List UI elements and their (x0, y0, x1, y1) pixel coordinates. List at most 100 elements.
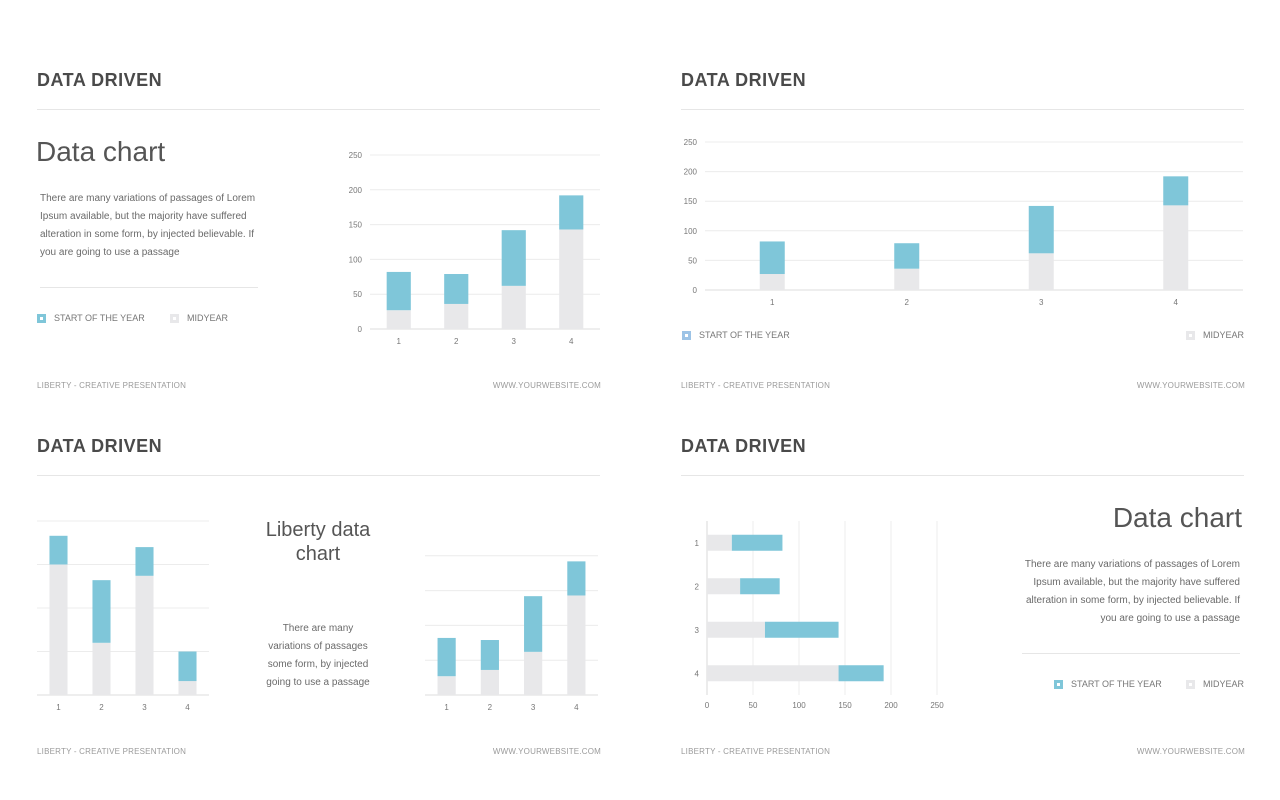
heading-divider (681, 475, 1244, 476)
bar-midyear (437, 676, 456, 695)
slide-1: DATA DRIVEN Data chart There are many va… (0, 0, 640, 390)
x-tick-label: 4 (1174, 298, 1179, 307)
bar-midyear (707, 534, 732, 551)
legend-swatch-mid (1186, 679, 1195, 689)
x-tick-label: 1 (397, 337, 402, 346)
x-tick-label: 3 (1039, 298, 1044, 307)
bar-start-of-year (444, 274, 469, 304)
legend-start-of-year: START OF THE YEAR (682, 330, 790, 340)
legend-start-of-year: START OF THE YEAR (1054, 679, 1162, 689)
legend-swatch-mid (1186, 330, 1195, 340)
legend-divider (40, 287, 258, 288)
slide-heading: DATA DRIVEN (37, 436, 163, 456)
y-tick-label: 250 (349, 151, 363, 160)
bar-midyear (567, 595, 586, 695)
legend-label: MIDYEAR (1203, 330, 1245, 340)
bar-start-of-year (764, 621, 839, 638)
y-tick-label: 50 (688, 256, 697, 265)
legend-swatch-start (682, 330, 691, 340)
legend-start-of-year: START OF THE YEAR (37, 313, 145, 323)
legend-label: START OF THE YEAR (54, 313, 145, 323)
x-tick-label: 1 (444, 703, 449, 712)
footer-website: WWW.YOURWEBSITE.COM (1136, 747, 1245, 756)
y-tick-label: 4 (695, 669, 700, 678)
x-tick-label: 4 (569, 337, 574, 346)
bar-midyear (444, 303, 469, 329)
legend-label: MIDYEAR (1203, 679, 1245, 689)
bar-start-of-year (386, 271, 411, 311)
x-tick-label: 1 (56, 703, 61, 712)
y-tick-label: 200 (684, 168, 698, 177)
bar-start-of-year (437, 637, 456, 677)
bar-midyear (707, 665, 839, 682)
y-tick-label: 150 (684, 197, 698, 206)
slide-4: DATA DRIVEN 0 50 100 150 200 250 1 2 3 4 Data cha… (640, 366, 1280, 756)
y-tick-label: 0 (693, 286, 698, 295)
bar-start-of-year (759, 241, 785, 275)
footer-brand: LIBERTY - CREATIVE PRESENTATION (681, 747, 831, 756)
x-tick-label: 4 (574, 703, 579, 712)
x-tick-label: 4 (185, 703, 190, 712)
legend-label: MIDYEAR (187, 313, 229, 323)
bar-midyear (386, 310, 411, 329)
chart-title: Data chart (36, 136, 166, 167)
bar-start-of-year (135, 547, 154, 576)
footer-website: WWW.YOURWEBSITE.COM (492, 747, 601, 756)
y-tick-label: 100 (349, 255, 363, 264)
x-tick-label: 50 (749, 701, 758, 710)
bar-midyear (1028, 253, 1054, 290)
bar-midyear (707, 578, 741, 595)
bar-midyear (501, 285, 526, 329)
x-tick-label: 2 (488, 703, 493, 712)
x-tick-label: 2 (905, 298, 910, 307)
bar-start-of-year (1163, 176, 1189, 206)
hbar-chart-5: 0 50 100 150 200 250 1 2 3 4 (695, 521, 944, 710)
bar-start-of-year (1028, 205, 1054, 254)
bar-chart-3: 1 2 3 4 (37, 520, 209, 712)
y-tick-label: 50 (353, 290, 362, 299)
y-tick-label: 1 (695, 539, 700, 548)
bar-chart-1: 0 50 100 150 200 250 1 2 3 4 (349, 151, 600, 346)
bar-midyear (707, 621, 765, 638)
footer-website: WWW.YOURWEBSITE.COM (492, 381, 601, 390)
slide-heading: DATA DRIVEN (37, 70, 163, 90)
legend-label: START OF THE YEAR (699, 330, 790, 340)
bar-start-of-year (559, 195, 584, 230)
x-tick-label: 100 (792, 701, 806, 710)
y-tick-label: 250 (684, 138, 698, 147)
legend-midyear: MIDYEAR (170, 313, 228, 323)
bar-start-of-year (501, 230, 526, 286)
bar-midyear (894, 268, 920, 290)
x-tick-label: 3 (531, 703, 536, 712)
slide-heading: DATA DRIVEN (681, 70, 807, 90)
bar-start-of-year (480, 640, 499, 670)
heading-divider (37, 109, 600, 110)
bar-start-of-year (178, 651, 197, 682)
bar-midyear (524, 651, 543, 695)
bar-start-of-year (894, 243, 920, 269)
footer-brand: LIBERTY - CREATIVE PRESENTATION (37, 747, 187, 756)
chart-description: There are many variations of passages so… (266, 623, 370, 688)
legend-swatch-start (1054, 679, 1063, 689)
legend-divider (1022, 653, 1240, 654)
bar-midyear (178, 681, 197, 695)
bar-chart-2: 0 50 100 150 200 250 1 2 3 4 (684, 138, 1243, 307)
x-tick-label: 2 (99, 703, 104, 712)
bar-midyear (49, 564, 68, 695)
legend-midyear: MIDYEAR (1186, 330, 1244, 340)
y-tick-label: 3 (695, 626, 700, 635)
bar-start-of-year (524, 596, 543, 652)
legend-midyear: MIDYEAR (1186, 679, 1244, 689)
y-tick-label: 200 (349, 186, 363, 195)
legend-swatch-start (37, 313, 46, 323)
x-tick-label: 1 (770, 298, 775, 307)
footer-brand: LIBERTY - CREATIVE PRESENTATION (681, 381, 831, 390)
bar-start-of-year (567, 561, 586, 596)
slide-heading: DATA DRIVEN (681, 436, 807, 456)
x-tick-label: 2 (454, 337, 459, 346)
footer-brand: LIBERTY - CREATIVE PRESENTATION (37, 381, 187, 390)
x-tick-label: 0 (705, 701, 710, 710)
bar-midyear (1163, 205, 1189, 290)
y-tick-label: 0 (358, 325, 363, 334)
bar-start-of-year (731, 534, 783, 551)
